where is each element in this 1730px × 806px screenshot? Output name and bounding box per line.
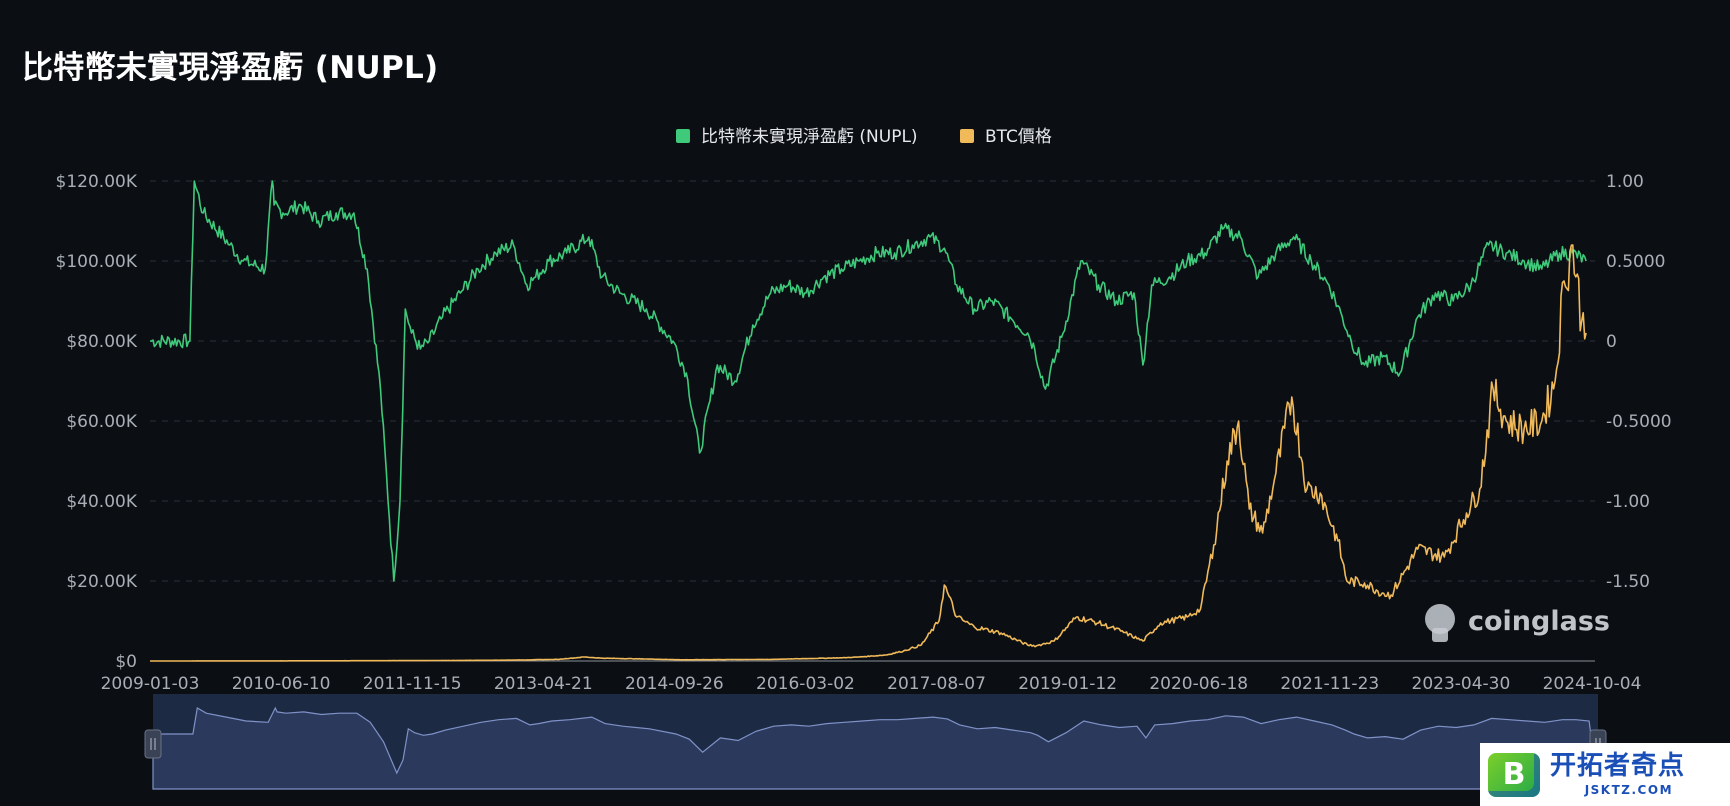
x-tick-label: 2013-04-21 [494,674,593,694]
y-right-tick-label: -0.5000 [1606,412,1672,432]
legend-swatch [960,129,974,143]
coinglass-watermark: coinglass [1425,604,1610,642]
x-tick-label: 2017-08-07 [887,674,986,694]
y-right-tick-label: 0 [1606,332,1617,352]
coinglass-mascot-body [1432,628,1448,642]
legend-item[interactable]: 比特幣未實現淨盈虧 (NUPL) [676,127,918,147]
y-axis-left: $0 $20.00K $40.00K $60.00K $80.00K $100.00K $1… [56,172,138,672]
x-tick-label: 2023-04-30 [1412,674,1511,694]
y-left-tick-label: $20.00K [66,572,137,592]
site-logo-name: 开拓者奇点 [1550,751,1686,781]
x-tick-label: 2011-11-15 [363,674,462,694]
x-tick-label: 2014-09-26 [625,674,724,694]
coinglass-mascot-icon [1425,604,1455,634]
y-axis-right: -1.50 -1.00 -0.5000 0 0.5000 1.00 [1606,172,1672,592]
site-logo-domain: JSKTZ.COM [1584,783,1674,797]
navigator-left-handle[interactable] [144,729,162,759]
legend-label: BTC價格 [985,127,1052,147]
x-axis: 2009-01-03 2010-06-10 2011-11-15 2013-04-21… [101,674,1642,694]
y-right-tick-label: 1.00 [1606,172,1644,192]
y-right-tick-label: -1.50 [1606,572,1650,592]
series-layer [149,180,1587,662]
nupl-series-line [149,180,1587,582]
y-right-tick-label: -1.00 [1606,492,1650,512]
y-left-tick-label: $120.00K [56,172,138,192]
y-right-tick-label: 0.5000 [1606,252,1665,272]
y-left-tick-label: $0 [115,652,137,672]
x-tick-label: 2009-01-03 [101,674,200,694]
chart-grid [150,180,1595,662]
legend-label: 比特幣未實現淨盈虧 (NUPL) [701,127,918,147]
handle-grip[interactable] [144,729,162,759]
btc-price-series-line [150,244,1587,662]
navigator-series-area [152,706,1599,790]
y-left-tick-label: $80.00K [66,332,137,352]
legend-swatch [676,129,690,143]
page-title: 比特幣未實現淨盈虧 (NUPL) [22,50,439,86]
x-tick-label: 2019-01-12 [1018,674,1117,694]
x-tick-label: 2016-03-02 [756,674,855,694]
site-logo-icon: B [1488,752,1540,797]
x-tick-label: 2021-11-23 [1280,674,1379,694]
zoom-navigator[interactable] [144,694,1607,790]
coinglass-wordmark: coinglass [1468,606,1610,637]
x-tick-label: 2024-10-04 [1543,674,1642,694]
legend-item[interactable]: BTC價格 [960,127,1052,147]
y-left-tick-label: $40.00K [66,492,137,512]
y-left-tick-label: $60.00K [66,412,137,432]
x-tick-label: 2020-06-18 [1149,674,1248,694]
chart-legend: 比特幣未實現淨盈虧 (NUPL) BTC價格 [676,127,1052,147]
site-watermark: B 开拓者奇点 JSKTZ.COM [1480,743,1730,806]
y-left-tick-label: $100.00K [56,252,138,272]
x-tick-label: 2010-06-10 [232,674,331,694]
